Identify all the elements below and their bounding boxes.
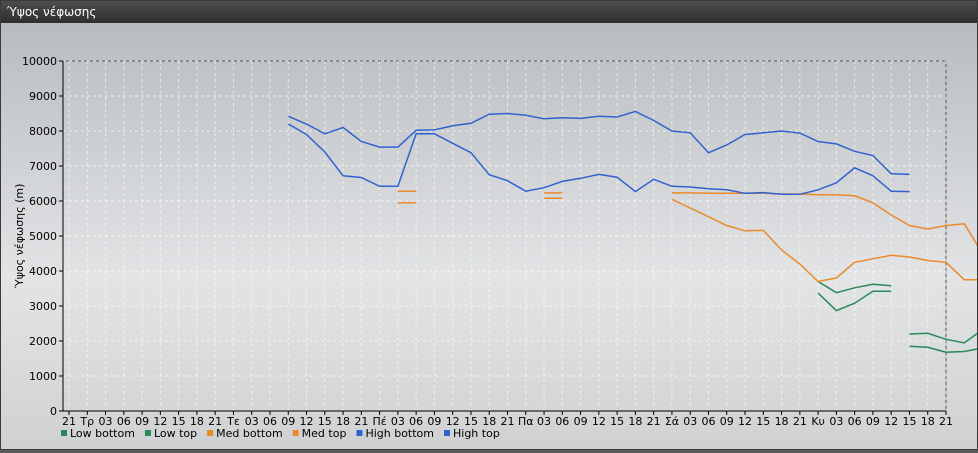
x-tick-label: 03	[245, 415, 259, 428]
x-tick-label: 18	[775, 415, 789, 428]
y-tick-label: 4000	[29, 265, 57, 278]
legend-swatch	[292, 430, 299, 436]
legend-label: Med top	[302, 427, 347, 440]
x-tick-label: 06	[701, 415, 715, 428]
legend: Low bottom Low top Med bottom Med top High b…	[61, 427, 500, 440]
x-tick-label: 15	[318, 415, 332, 428]
legend-label: Low top	[154, 427, 197, 440]
x-tick-label: Πα	[518, 415, 534, 428]
y-tick-label: 10000	[22, 55, 57, 68]
x-tick-label: 06	[117, 415, 131, 428]
y-tick-label: 5000	[29, 230, 57, 243]
x-tick-label: 18	[628, 415, 642, 428]
x-tick-label: 15	[464, 415, 478, 428]
x-tick-label: 12	[738, 415, 752, 428]
x-tick-label: 03	[829, 415, 843, 428]
x-tick-label: 21	[62, 415, 76, 428]
legend-swatch	[144, 430, 151, 436]
series-line-low-bottom	[817, 290, 978, 353]
legend-label: High bottom	[365, 427, 434, 440]
x-tick-label: 21	[939, 415, 953, 428]
legend-swatch	[207, 430, 214, 436]
y-tick-label: 9000	[29, 90, 57, 103]
x-tick-label: Τε	[226, 415, 240, 428]
x-tick-label: 12	[884, 415, 898, 428]
chart-area: 0 1000 2000 3000 4000 5000 6000 7000 8000 9000 100…	[1, 23, 978, 449]
x-tick-label: 12	[592, 415, 606, 428]
x-tick-label: 21	[793, 415, 807, 428]
series-lines	[287, 110, 978, 353]
x-tick-label: 06	[263, 415, 277, 428]
y-axis: 0 1000 2000 3000 4000 5000 6000 7000 8000 9000 100…	[22, 55, 64, 418]
series-line-med-top	[397, 190, 978, 248]
x-tick-label: 18	[190, 415, 204, 428]
x-tick-label: 09	[427, 415, 441, 428]
legend-label: Low bottom	[70, 427, 135, 440]
series-line-high-bottom	[287, 123, 910, 196]
y-tick-label: 3000	[29, 300, 57, 313]
x-tick-label: 09	[281, 415, 295, 428]
x-tick-label: 21	[647, 415, 661, 428]
x-tick-label: 15	[610, 415, 624, 428]
x-tick-label: 15	[756, 415, 770, 428]
x-tick-label: 09	[574, 415, 588, 428]
x-tick-label: 03	[683, 415, 697, 428]
window-titlebar: Ύψος νέφωσης	[1, 1, 977, 23]
y-tick-label: 7000	[29, 160, 57, 173]
legend-swatch	[61, 430, 67, 436]
series-line-med-bottom	[397, 197, 978, 283]
x-tick-label: Σά	[665, 415, 679, 428]
x-tick-label: 06	[848, 415, 862, 428]
x-tick-label: 15	[902, 415, 916, 428]
x-tick-label: 09	[866, 415, 880, 428]
grid	[62, 60, 947, 412]
x-tick-label: 03	[537, 415, 551, 428]
x-tick-label: Τρ	[79, 415, 94, 428]
legend-swatch	[444, 430, 450, 436]
x-tick-label: 06	[555, 415, 569, 428]
x-tick-label: 12	[300, 415, 314, 428]
x-tick-label: 21	[354, 415, 368, 428]
x-tick-label: 21	[208, 415, 222, 428]
y-tick-label: 1000	[29, 370, 57, 383]
y-axis-label: Ύψος νέφωσης (m)	[13, 184, 26, 290]
x-tick-label: 03	[99, 415, 113, 428]
y-tick-label: 8000	[29, 125, 57, 138]
x-tick-label: 18	[482, 415, 496, 428]
x-tick-label: 12	[446, 415, 460, 428]
x-axis: 21 Τρ 03 06 09 12 15 18 21 Τε 03 06 09 12 15 18 21 Πέ 03 06…	[62, 410, 953, 428]
y-tick-label: 6000	[29, 195, 57, 208]
x-tick-label: 18	[336, 415, 350, 428]
cloud-height-chart: 0 1000 2000 3000 4000 5000 6000 7000 8000 9000 100…	[13, 55, 978, 440]
y-tick-label: 0	[50, 405, 57, 418]
y-tick-label: 2000	[29, 335, 57, 348]
x-tick-label: 09	[720, 415, 734, 428]
legend-label: High top	[453, 427, 500, 440]
series-line-high-top	[288, 110, 910, 176]
x-tick-label: 18	[921, 415, 935, 428]
x-tick-label: 06	[409, 415, 423, 428]
window-title: Ύψος νέφωσης	[7, 5, 97, 19]
x-tick-label: 03	[391, 415, 405, 428]
x-tick-label: Κυ	[811, 415, 825, 428]
legend-label: Med bottom	[216, 427, 283, 440]
x-tick-label: 09	[135, 415, 149, 428]
x-tick-label: 12	[153, 415, 167, 428]
x-tick-label: Πέ	[372, 415, 386, 428]
series-line-low-top	[817, 280, 978, 344]
x-tick-label: 15	[172, 415, 186, 428]
legend-swatch	[356, 430, 363, 436]
x-tick-label: 21	[501, 415, 515, 428]
